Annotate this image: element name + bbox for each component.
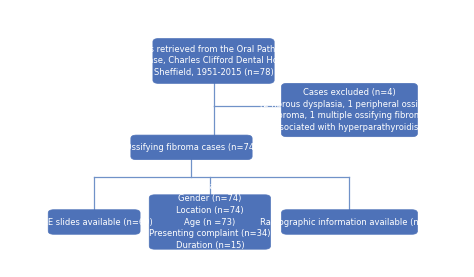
FancyBboxPatch shape — [48, 210, 140, 234]
FancyBboxPatch shape — [282, 83, 418, 137]
FancyBboxPatch shape — [131, 135, 252, 160]
Text: Clinical information available
Gender (n=74)
Location (n=74)
Age (n =73)
Present: Clinical information available Gender (n… — [147, 182, 273, 262]
Text: Ossifying fibroma cases (n=74): Ossifying fibroma cases (n=74) — [125, 143, 258, 152]
Text: Cases excluded (n=4)
[2 fibrous dysplasia, 1 peripheral ossifying
fibroma, 1 mul: Cases excluded (n=4) [2 fibrous dysplasi… — [260, 88, 439, 132]
Text: Radiographic information available (n=46): Radiographic information available (n=46… — [260, 217, 439, 227]
FancyBboxPatch shape — [153, 39, 274, 83]
FancyBboxPatch shape — [282, 210, 418, 234]
Text: Cases retrieved from the Oral Pathology
database, Charles Clifford Dental Hospit: Cases retrieved from the Oral Pathology … — [124, 45, 303, 77]
FancyBboxPatch shape — [149, 195, 271, 249]
Text: H&E slides available (n=69): H&E slides available (n=69) — [35, 217, 153, 227]
